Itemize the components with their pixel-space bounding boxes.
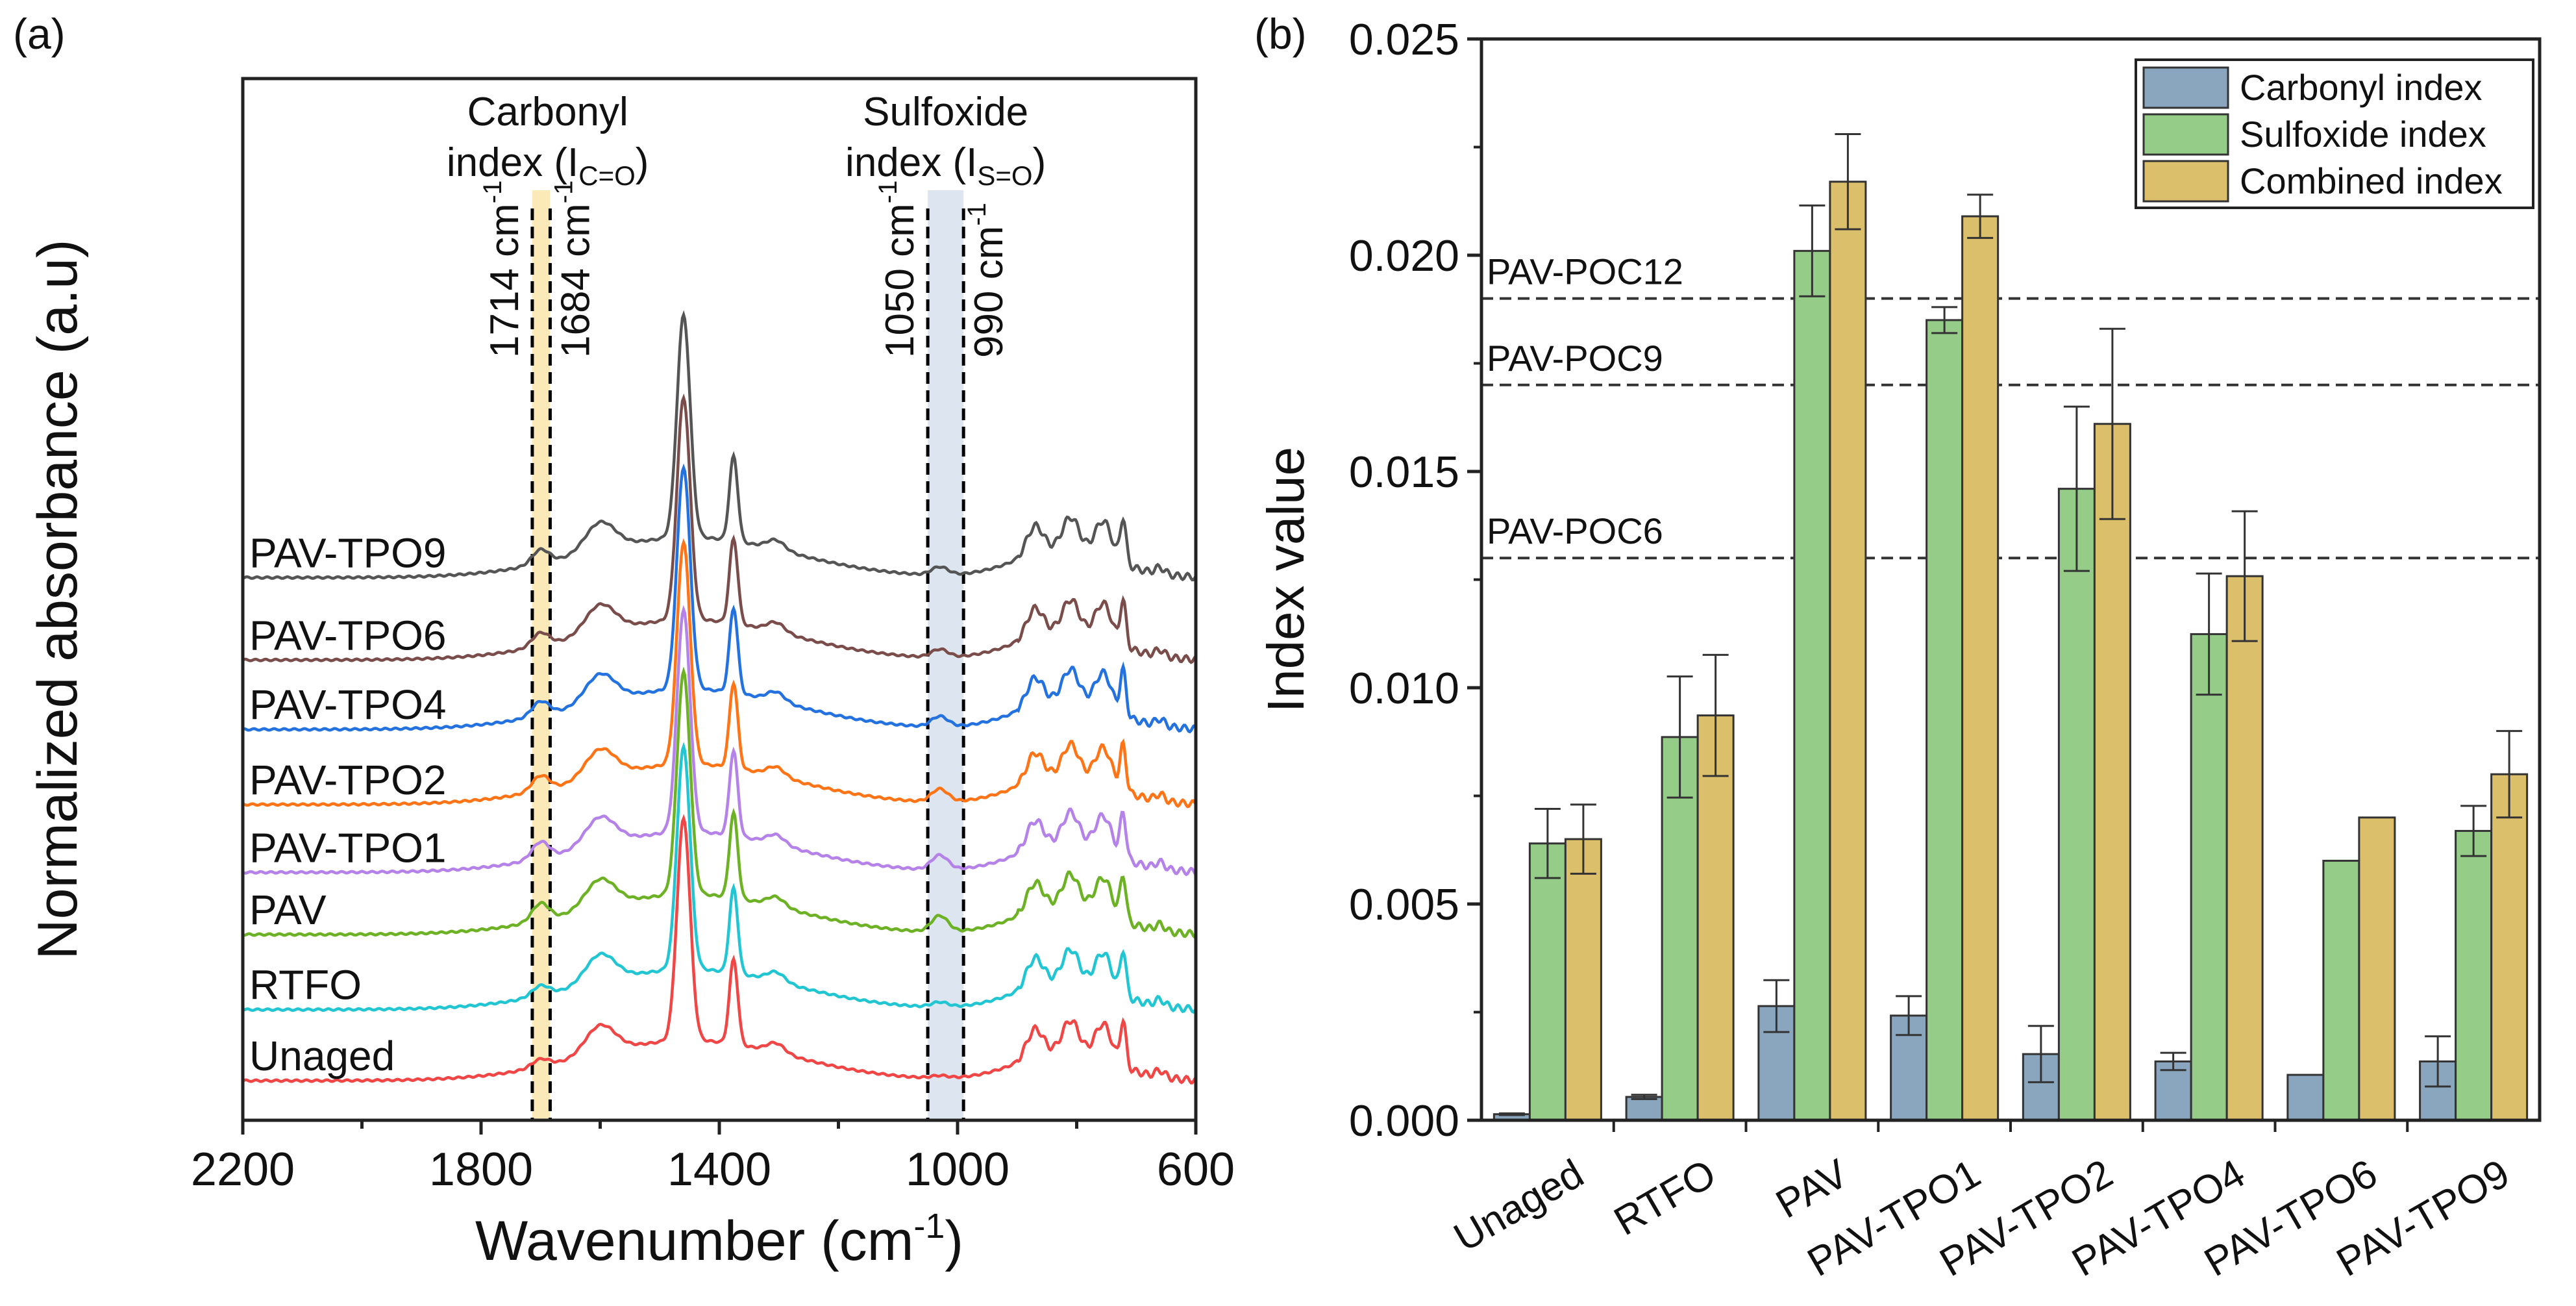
y-axis-label: Normalized absorbance (a.u) xyxy=(27,240,89,960)
spectrum-line-pav-tpo2 xyxy=(242,538,1198,809)
legend: Carbonyl index Sulfoxide index Combined in… xyxy=(2135,58,2534,209)
spectrum-line-pav-tpo9 xyxy=(242,310,1198,582)
band-sulfoxide xyxy=(928,79,964,1120)
legend-label: Carbonyl index xyxy=(2240,67,2483,108)
wavenumber-marker-label: 1050 cm-1 xyxy=(874,181,923,358)
spectrum-label-pav-tpo1: PAV-TPO1 xyxy=(249,824,447,871)
spectrum-label-rtfo: RTFO xyxy=(249,962,362,1009)
bar-sulfoxide-index xyxy=(2455,829,2493,1122)
bar-sulfoxide-index xyxy=(1926,319,1964,1122)
bar-carbonyl-index xyxy=(2286,1074,2325,1122)
spectrum-label-pav-tpo6: PAV-TPO6 xyxy=(249,612,447,659)
bar-combined-index xyxy=(1564,838,1602,1122)
bar-sulfoxide-index xyxy=(2322,859,2360,1122)
panel-b-index-bars: (b) PAV-POC12 PAV-POC9 PAV-POC6 Unaged RTFO PA… xyxy=(1254,10,2542,1285)
legend-label: Combined index xyxy=(2240,160,2503,201)
wavenumber-marker-label: 1714 cm-1 xyxy=(478,181,527,358)
spectrum-line-pav-tpo6 xyxy=(242,393,1197,664)
bar-combined-index xyxy=(2490,773,2529,1122)
band-title-carbonyl: Carbonyl xyxy=(467,90,628,134)
panel-label-b: (b) xyxy=(1254,10,1307,58)
reference-line-label: PAV-POC12 xyxy=(1487,251,1683,292)
y-axis-label: Index value xyxy=(1257,447,1315,712)
band-title-bg xyxy=(427,80,668,190)
band-title-bg xyxy=(825,80,1066,190)
x-tick-label: 1400 xyxy=(667,1144,771,1196)
bar-combined-index xyxy=(1829,181,1867,1122)
y-tick-label: 0.025 xyxy=(1349,15,1459,64)
y-tick-label: 0.005 xyxy=(1349,880,1459,929)
bar-combined-index xyxy=(2225,575,2264,1122)
category-label: RTFO xyxy=(1607,1151,1724,1244)
spectrum-line-rtfo xyxy=(242,742,1197,1014)
x-tick-label: 600 xyxy=(1157,1144,1235,1196)
bar-sulfoxide-index xyxy=(2190,633,2228,1122)
spectrum-line-pav-tpo4 xyxy=(242,463,1197,734)
band-title-sulfoxide: Sulfoxide xyxy=(863,90,1028,134)
bar-carbonyl-index xyxy=(2154,1060,2192,1122)
bar-carbonyl-index xyxy=(1625,1096,1663,1122)
band-index-label: index (IS=O) xyxy=(845,140,1046,191)
panel-a-spectra: (a) Carbonyl index (IC=O)1714 cm-1 1684 cm-… xyxy=(13,10,1235,1272)
bar-combined-index xyxy=(2358,816,2396,1122)
plot-frame-a xyxy=(241,77,1198,1122)
y-tick-label: 0.020 xyxy=(1349,231,1459,281)
legend-label: Sulfoxide index xyxy=(2240,114,2486,155)
x-tick-label: 2200 xyxy=(191,1144,295,1196)
legend-swatch xyxy=(2142,66,2229,109)
spectrum-line-unaged xyxy=(242,814,1197,1085)
spectrum-label-pav-tpo2: PAV-TPO2 xyxy=(249,757,447,803)
panel-label-a: (a) xyxy=(13,10,66,58)
y-tick-label: 0.000 xyxy=(1349,1096,1459,1146)
spectrum-line-pav xyxy=(242,666,1196,939)
category-label: PAV xyxy=(1768,1151,1856,1227)
bar-combined-index xyxy=(2093,423,2131,1122)
x-tick-label: 1800 xyxy=(429,1144,533,1196)
bar-sulfoxide-index xyxy=(1793,249,1831,1122)
bar-combined-index xyxy=(1961,215,2000,1122)
legend-swatch xyxy=(2142,113,2229,156)
x-tick-label: 1000 xyxy=(906,1144,1009,1196)
wavenumber-marker-label: 990 cm-1 xyxy=(963,203,1011,358)
band-index-label: index (IC=O) xyxy=(447,140,649,191)
legend-swatch xyxy=(2142,160,2229,203)
x-axis-label: Wavenumber (cm-1) xyxy=(475,1207,963,1272)
y-tick-label: 0.010 xyxy=(1349,664,1459,713)
reference-line-label: PAV-POC9 xyxy=(1487,338,1663,379)
band-carbonyl xyxy=(532,79,551,1120)
reference-line-label: PAV-POC6 xyxy=(1487,510,1663,551)
spectrum-label-pav-tpo4: PAV-TPO4 xyxy=(249,681,447,728)
spectrum-line-pav-tpo1 xyxy=(242,605,1197,877)
spectrum-label-pav-tpo9: PAV-TPO9 xyxy=(249,529,447,576)
bar-sulfoxide-index xyxy=(2057,488,2096,1122)
wavenumber-marker-label: 1684 cm-1 xyxy=(549,181,598,358)
y-tick-label: 0.015 xyxy=(1349,447,1459,497)
spectrum-label-pav: PAV xyxy=(249,886,327,933)
bar-sulfoxide-index xyxy=(1528,842,1567,1122)
category-label: Unaged xyxy=(1446,1151,1591,1260)
spectrum-label-unaged: Unaged xyxy=(249,1033,395,1079)
